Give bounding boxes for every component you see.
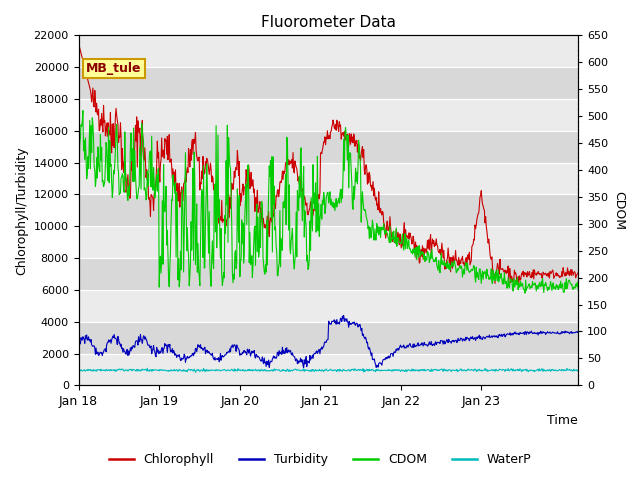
Bar bbox=[79, 290, 578, 322]
Y-axis label: CDOM: CDOM bbox=[612, 191, 625, 230]
Bar bbox=[79, 226, 578, 258]
Text: MB_tule: MB_tule bbox=[86, 62, 141, 75]
Bar bbox=[79, 163, 578, 194]
Bar bbox=[79, 99, 578, 131]
Y-axis label: Chlorophyll/Turbidity: Chlorophyll/Turbidity bbox=[15, 146, 28, 275]
X-axis label: Time: Time bbox=[547, 414, 578, 427]
Title: Fluorometer Data: Fluorometer Data bbox=[261, 15, 396, 30]
Bar bbox=[79, 36, 578, 67]
Bar bbox=[79, 353, 578, 385]
Legend: Chlorophyll, Turbidity, CDOM, WaterP: Chlorophyll, Turbidity, CDOM, WaterP bbox=[104, 448, 536, 471]
